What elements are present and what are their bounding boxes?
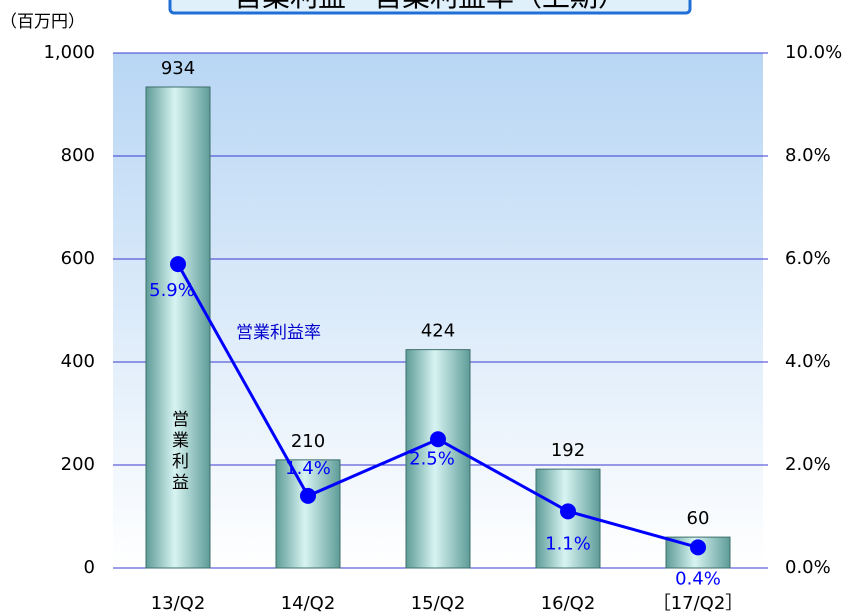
bar [145, 86, 211, 569]
line-point [560, 503, 576, 520]
y-tick-label: 200 [61, 454, 95, 475]
x-tick-label: ［17/Q2］ [653, 593, 744, 614]
y-tick-label: 1,000 [43, 42, 95, 63]
chart-title: 営業利益・営業利益率（上期） [234, 0, 626, 13]
line-value-label: 0.4% [675, 568, 721, 589]
y2-tick-label: 4.0% [785, 351, 831, 372]
y2-tick-label: 2.0% [785, 454, 831, 475]
line-value-label: 1.1% [545, 533, 591, 554]
x-tick-label: 15/Q2 [411, 593, 466, 614]
line-value-label: 1.4% [285, 458, 331, 479]
bar-series-label: 営業利益 [168, 410, 189, 494]
bar-value-label: 424 [421, 321, 455, 342]
y-tick-label: 800 [61, 145, 95, 166]
line-point [430, 431, 446, 448]
line-point [300, 487, 316, 504]
y-tick-label: 600 [61, 248, 95, 269]
y2-tick-label: 6.0% [785, 248, 831, 269]
y2-tick-label: 8.0% [785, 145, 831, 166]
bar-value-label: 934 [161, 58, 195, 79]
y-axis-label: （百万円） [0, 12, 85, 32]
y-tick-label: 400 [61, 351, 95, 372]
bar-value-label: 192 [551, 440, 585, 461]
bar [275, 459, 341, 569]
x-tick-label: 16/Q2 [541, 593, 596, 614]
line-series-label: 営業利益率 [236, 323, 321, 343]
bar-value-label: 210 [291, 431, 325, 452]
bar-value-label: 60 [687, 508, 710, 529]
x-tick-label: 14/Q2 [281, 593, 336, 614]
y2-tick-label: 0.0% [785, 557, 831, 578]
title-box [168, 0, 692, 15]
line-value-label: 5.9% [149, 280, 195, 301]
bar [405, 349, 471, 569]
line-point [170, 256, 186, 273]
y-tick-label: 0 [84, 557, 95, 578]
line-point [690, 539, 706, 556]
x-tick-label: 13/Q2 [151, 593, 206, 614]
line-value-label: 2.5% [409, 448, 455, 469]
y2-tick-label: 10.0% [785, 42, 842, 63]
